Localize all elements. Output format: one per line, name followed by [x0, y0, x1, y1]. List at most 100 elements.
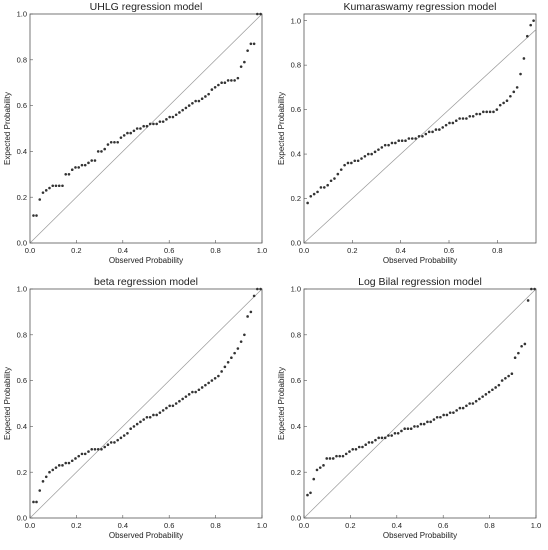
data-point [220, 81, 223, 84]
y-tick-label: 0.4 [17, 147, 27, 156]
data-point [513, 356, 517, 359]
data-point [348, 450, 351, 453]
data-point [226, 79, 230, 82]
data-point [504, 377, 507, 380]
data-point [474, 399, 478, 403]
chart-kumaraswamy: Kumaraswamy regression model 0.0 0.2 0.4 0.6… [277, 1, 537, 265]
data-point [54, 466, 58, 469]
x-tick-label: 0.4 [118, 521, 128, 530]
data-point [113, 441, 116, 444]
data-point [155, 122, 158, 126]
data-point [259, 287, 262, 291]
data-point [394, 141, 397, 145]
data-point [363, 154, 367, 158]
data-point [439, 415, 442, 419]
data-point [44, 189, 48, 192]
data-point [200, 386, 204, 389]
data-point [427, 130, 431, 134]
data-point [77, 454, 81, 458]
data-point [197, 388, 201, 392]
data-point [158, 411, 162, 414]
data-point [135, 422, 139, 426]
data-point [338, 454, 342, 458]
data-point [400, 139, 404, 143]
data-point [448, 411, 452, 414]
data-point [178, 399, 181, 403]
data-point [336, 172, 340, 176]
data-point [152, 122, 155, 126]
plot-frame [29, 13, 263, 244]
data-point [397, 139, 401, 143]
data-point [424, 132, 428, 136]
data-point [207, 92, 210, 96]
data-point [194, 390, 197, 394]
data-point [41, 480, 45, 483]
data-point [510, 372, 514, 376]
data-point [471, 402, 475, 405]
data-point [471, 114, 475, 118]
data-point [122, 134, 126, 137]
data-point [48, 470, 51, 474]
data-point [187, 104, 191, 107]
x-tick-label: 0.8 [492, 246, 502, 255]
data-point [165, 118, 168, 121]
data-point [533, 287, 536, 291]
data-point [233, 351, 236, 355]
data-point [526, 299, 530, 302]
data-point [413, 425, 416, 428]
data-point [410, 137, 414, 140]
data-point [93, 448, 97, 451]
data-point [181, 397, 184, 401]
data-point [51, 184, 55, 188]
data-point [306, 201, 309, 205]
data-point [90, 448, 94, 451]
data-point [119, 436, 123, 440]
data-point [249, 42, 253, 46]
data-point [80, 452, 84, 456]
data-point [435, 415, 439, 419]
data-point [344, 452, 348, 456]
y-tick-label: 0.0 [17, 514, 27, 523]
data-point [360, 157, 363, 160]
data-point [171, 115, 175, 119]
data-point [328, 457, 332, 460]
data-point [495, 108, 499, 111]
data-point [468, 114, 472, 118]
reference-line [303, 288, 537, 519]
data-point [90, 159, 94, 162]
data-point [74, 457, 77, 460]
data-point [422, 422, 426, 426]
x-tick-label: 0.4 [118, 246, 128, 255]
data-point [517, 351, 520, 355]
data-point [109, 140, 113, 144]
data-point [309, 195, 313, 198]
data-point [494, 386, 497, 389]
data-point [485, 110, 488, 114]
x-axis-label: Observed Probability [383, 531, 457, 540]
data-point [191, 102, 194, 105]
y-axis-label: Expected Probability [3, 367, 12, 440]
data-point [492, 110, 495, 114]
data-point [243, 60, 246, 64]
data-point [377, 436, 381, 440]
data-point [498, 103, 502, 107]
panel-uhlg: UHLG regression model 0.0 0.2 0.4 0.6 0.8 1.0 0… [0, 0, 274, 275]
data-point [350, 161, 353, 165]
y-tick-label: 0.0 [291, 239, 301, 248]
data-point [236, 76, 240, 80]
data-point [434, 128, 438, 131]
data-point [383, 143, 387, 147]
data-point [116, 438, 119, 442]
data-point [512, 90, 516, 94]
data-point [113, 140, 116, 144]
data-point [406, 427, 410, 430]
chart-log-bilal: Log Bilal regression model 0.0 0.2 0.4 0.6 0.… [277, 276, 541, 540]
chart-title: Log Bilal regression model [358, 276, 482, 288]
data-point [200, 97, 204, 101]
data-point [174, 113, 178, 117]
x-tick-label: 0.8 [210, 246, 220, 255]
data-point [442, 413, 445, 417]
data-point [70, 168, 74, 172]
x-tick-label: 0.8 [210, 521, 220, 530]
data-point [161, 409, 165, 412]
